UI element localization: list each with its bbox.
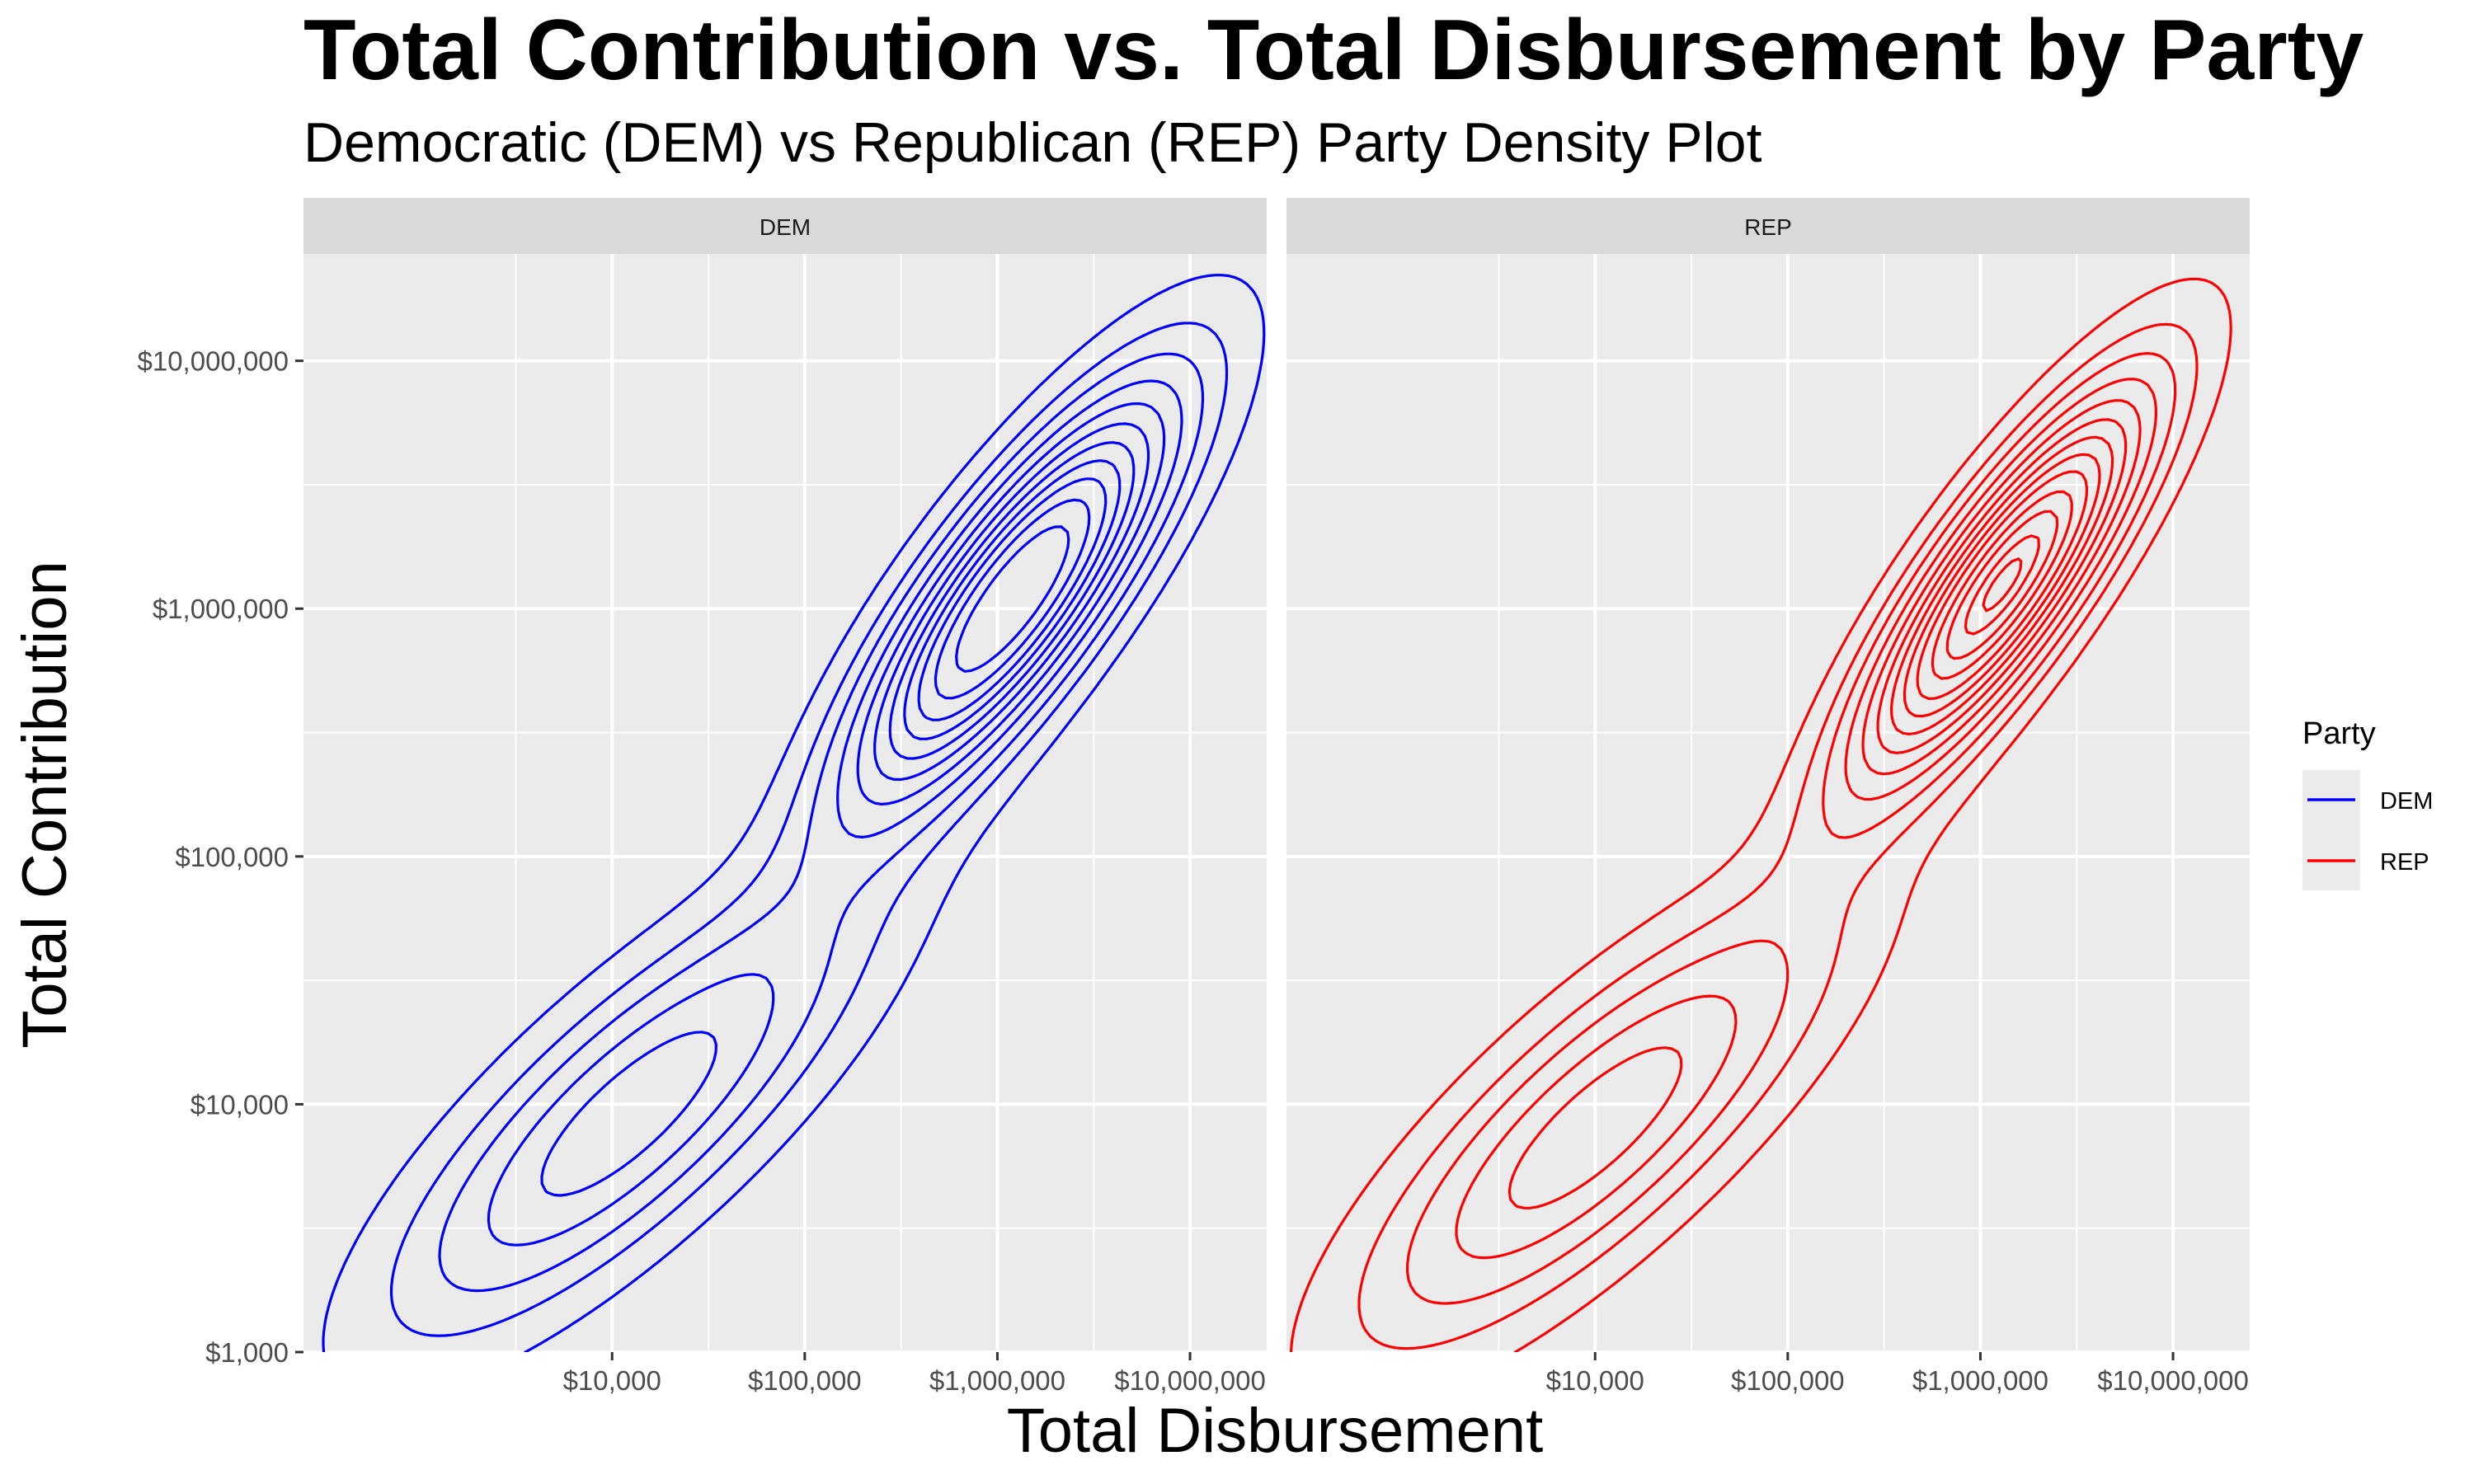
contour-line (1507, 399, 2142, 1209)
contour-line (903, 459, 1122, 740)
y-tick-label: $1,000 (205, 1337, 289, 1368)
contour-line (1890, 435, 2114, 735)
contour-line (1916, 470, 2089, 700)
contour-line (1406, 352, 2177, 1305)
contour-line (1455, 378, 2157, 1260)
contour-line (1945, 510, 2059, 660)
contour-line (1289, 277, 2232, 1352)
contour-line (1982, 557, 2023, 613)
contour-line (389, 322, 1229, 1337)
legend-label-dem: DEM (2380, 788, 2433, 815)
x-tick-label: $10,000,000 (2097, 1365, 2249, 1396)
y-tick-label: $10,000 (190, 1089, 289, 1120)
contour-line (1931, 490, 2073, 680)
contour-line (888, 441, 1136, 760)
panel-background (303, 254, 1267, 1352)
y-axis-title: Total Contribution (10, 561, 80, 1048)
legend-label-rep: REP (2380, 849, 2429, 876)
contour-line (934, 498, 1091, 700)
contour-line (873, 422, 1150, 782)
legend-title: Party (2302, 716, 2376, 751)
density-contours (322, 274, 1266, 1352)
legend: Party DEM REP (2302, 716, 2433, 890)
x-tick-label: $1,000,000 (929, 1365, 1065, 1396)
contour-line (487, 379, 1183, 1247)
contour-line (955, 525, 1070, 673)
contour-line (1357, 322, 2199, 1350)
x-tick-label: $100,000 (748, 1365, 862, 1396)
contour-line (322, 274, 1266, 1352)
contour-line (1964, 534, 2040, 636)
y-tick-label: $1,000,000 (153, 594, 289, 624)
panel-dem: DEM $10,000 $100,000 $1,000,000 $10,000,000 $… (137, 198, 1267, 1396)
contour-line (438, 352, 1205, 1293)
facet-panels: DEM $10,000 $100,000 $1,000,000 $10,000,000 $… (137, 198, 2250, 1396)
contour-line (1903, 453, 2101, 718)
facet-label: REP (1744, 214, 1792, 240)
x-tick-label: $10,000 (1546, 1365, 1644, 1396)
panel-rep: REP $10,000 $100,000 $1,000,000 $10,000,000 (1286, 198, 2250, 1396)
x-tick-label: $10,000,000 (1114, 1365, 1266, 1396)
contour-line (540, 402, 1166, 1197)
x-axis-title: Total Disbursement (1007, 1396, 1544, 1466)
x-tick-label: $100,000 (1731, 1365, 1845, 1396)
y-tick-label: $10,000,000 (137, 346, 289, 377)
y-tick-label: $100,000 (175, 842, 289, 872)
facet-strip (303, 198, 1267, 254)
chart-subtitle: Democratic (DEM) vs Republican (REP) Par… (303, 111, 1762, 174)
legend-key-background (2302, 770, 2360, 890)
density-contours (1289, 277, 2232, 1352)
facet-strip (1286, 198, 2250, 254)
chart-title: Total Contribution vs. Total Disbursemen… (303, 2, 2363, 98)
facet-label: DEM (760, 214, 811, 240)
contour-line (917, 477, 1108, 721)
x-tick-label: $10,000 (563, 1365, 661, 1396)
contour-line (1876, 418, 2128, 754)
x-tick-label: $1,000,000 (1912, 1365, 2048, 1396)
